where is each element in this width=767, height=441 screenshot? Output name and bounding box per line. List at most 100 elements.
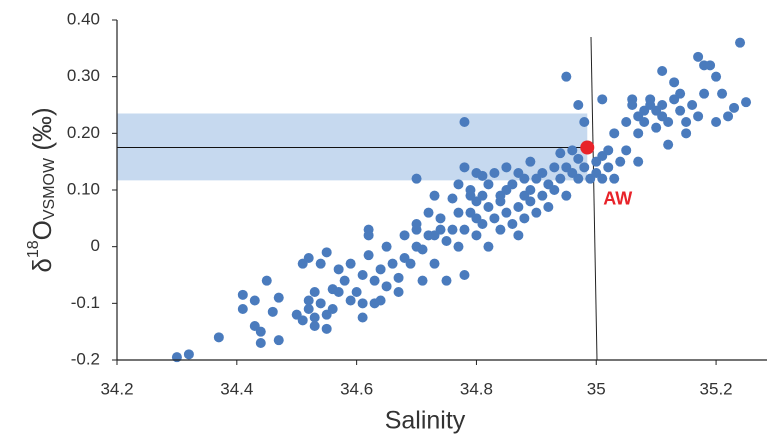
data-point [561,71,572,82]
data-point [531,207,542,218]
data-point [501,207,512,218]
data-point [525,185,536,195]
data-point [459,117,470,127]
y-label-part: O [27,220,57,240]
x-tick-label: 35.2 [700,379,733,398]
data-point [429,258,440,269]
data-point [363,250,374,261]
data-point [657,100,668,110]
data-point [453,241,464,252]
data-point [603,145,614,156]
data-point [171,352,182,363]
data-point [453,207,464,218]
data-point [255,338,266,348]
data-point [519,213,530,224]
data-point [507,219,518,229]
data-point [411,219,422,229]
y-tick-label: 0 [91,236,100,255]
data-point [483,241,494,252]
data-point [339,275,350,286]
data-point [459,270,470,280]
data-point [273,335,284,346]
data-point [273,292,284,303]
data-point [435,213,446,224]
data-point [483,179,494,190]
data-point [513,230,524,241]
data-point [411,173,422,184]
data-point [405,258,416,269]
y-tick-label: -0.2 [71,349,100,368]
data-point [333,264,344,275]
data-point [513,202,524,212]
data-point [357,270,368,280]
data-point [387,258,398,269]
data-point [417,275,428,286]
data-point [669,77,680,88]
data-point [393,272,404,283]
data-point [597,173,608,184]
data-point [303,253,314,263]
data-point [711,71,722,82]
data-point [447,224,458,235]
y-tick-label: 0.20 [67,123,100,142]
data-point [249,295,260,306]
data-point [321,247,332,258]
data-point [459,162,470,173]
data-point [693,111,704,122]
data-point [393,287,404,297]
data-point [651,122,662,133]
data-point [471,230,482,241]
data-point [555,173,566,184]
highlight-point [580,140,595,155]
data-point [609,128,620,139]
data-point [621,117,632,127]
data-point [675,105,686,116]
data-point [351,287,362,297]
y-label-part: (‰) [27,107,57,158]
data-point [537,190,548,201]
data-point [381,281,392,292]
y-tick-label: 0.10 [67,179,100,198]
x-tick-label: 34.6 [340,379,373,398]
data-point [441,236,452,246]
data-point [501,162,512,173]
data-point [699,88,710,99]
data-point [561,190,572,201]
data-point [525,156,536,167]
data-point [543,202,554,212]
data-point [309,321,320,331]
data-point [489,213,500,224]
data-point [693,51,704,62]
data-point [417,244,428,255]
data-point [675,88,686,99]
y-axis-label: δ18OVSMOW (‰) [25,107,58,272]
y-tick-label: -0.1 [71,293,100,312]
data-point [579,117,590,127]
data-point [603,162,614,173]
data-point [303,304,314,314]
data-point [639,117,650,127]
data-point [453,179,464,190]
data-point [315,258,326,269]
data-point [507,179,518,190]
data-point [711,117,722,127]
data-point [345,295,356,306]
y-tick-label: 0.30 [67,66,100,85]
x-tick-label: 34.8 [460,379,493,398]
data-point [717,88,728,99]
data-point [735,37,746,48]
data-point [573,153,584,164]
x-tick-label: 35 [587,379,606,398]
data-point [477,170,488,181]
data-point [549,162,560,173]
data-point [579,162,590,173]
data-point [345,258,356,269]
data-point [573,100,584,110]
data-point [303,295,314,306]
data-point [399,230,410,241]
data-point [309,312,320,323]
data-point [573,173,584,184]
data-point [237,304,248,314]
front-line [590,36,598,361]
y-label-sup: 18 [25,240,42,258]
